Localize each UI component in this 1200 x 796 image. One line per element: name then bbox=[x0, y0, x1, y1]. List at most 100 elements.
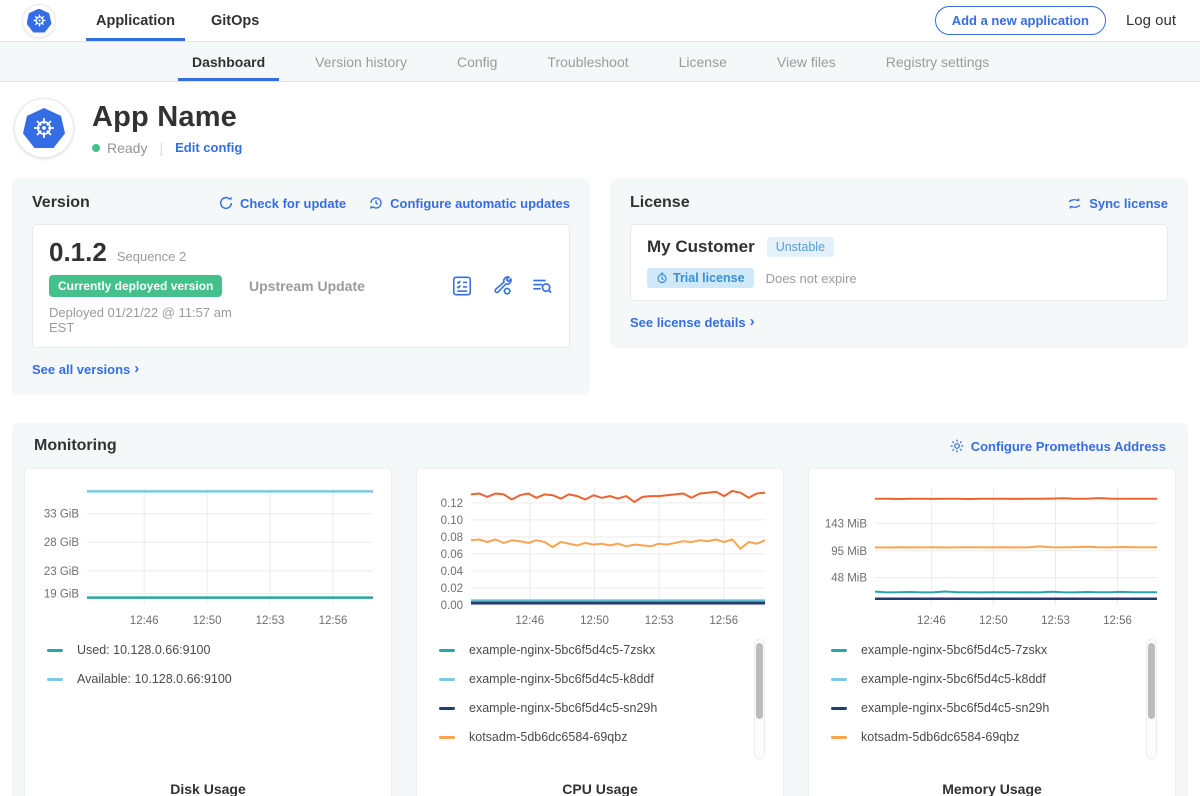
version-card-title: Version bbox=[32, 194, 90, 212]
tab-version-history[interactable]: Version history bbox=[301, 42, 421, 81]
tab-label: License bbox=[679, 54, 727, 70]
svg-text:12:53: 12:53 bbox=[1041, 615, 1070, 627]
license-card: License Sync license My Customer Unstabl… bbox=[610, 178, 1188, 348]
version-number: 0.1.2 bbox=[49, 237, 107, 268]
disk-usage-legend: Used: 10.128.0.66:9100 Available: 10.128.… bbox=[37, 637, 379, 765]
kubernetes-logo-circle bbox=[22, 4, 56, 38]
top-nav-label-gitops: GitOps bbox=[211, 13, 259, 29]
license-expiry: Does not expire bbox=[766, 271, 857, 286]
license-customer-row: My Customer Unstable bbox=[647, 237, 1151, 257]
see-license-details-link[interactable]: See license details › bbox=[630, 314, 755, 331]
legend-label: example-nginx-5bc6f5d4c5-k8ddf bbox=[469, 672, 654, 686]
cpu-usage-chart: 0.000.020.040.060.080.100.1212:4612:5012… bbox=[429, 479, 773, 631]
view-logs-button[interactable] bbox=[531, 275, 553, 297]
app-status-row: Ready | Edit config bbox=[92, 140, 242, 156]
tab-license[interactable]: License bbox=[665, 42, 741, 81]
top-nav-items: Application GitOps bbox=[86, 0, 935, 41]
logs-search-icon bbox=[531, 275, 553, 297]
current-version-row: 0.1.2 Sequence 2 Currently deployed vers… bbox=[32, 224, 570, 348]
legend-scrollbar-track[interactable] bbox=[754, 639, 765, 759]
tab-label: Registry settings bbox=[886, 54, 989, 70]
legend-label: example-nginx-5bc6f5d4c5-7zskx bbox=[861, 643, 1047, 657]
tab-view-files[interactable]: View files bbox=[763, 42, 850, 81]
legend-scrollbar-thumb[interactable] bbox=[756, 643, 763, 719]
status-badge: Ready bbox=[107, 140, 147, 156]
legend-color-dash bbox=[439, 707, 455, 710]
app-title-block: App Name Ready | Edit config bbox=[92, 101, 242, 156]
legend-item: example-nginx-5bc6f5d4c5-sn29h bbox=[439, 701, 767, 715]
see-license-details-label: See license details bbox=[630, 315, 746, 330]
legend-color-dash bbox=[47, 678, 63, 681]
legend-item: example-nginx-5bc6f5d4c5-7zskx bbox=[831, 643, 1159, 657]
license-card-header: License Sync license bbox=[630, 194, 1168, 212]
license-card-title: License bbox=[630, 194, 690, 212]
edit-config-icon-button[interactable] bbox=[491, 275, 513, 297]
customer-name: My Customer bbox=[647, 237, 755, 257]
see-all-versions-link[interactable]: See all versions › bbox=[32, 361, 139, 378]
page-title: App Name bbox=[92, 101, 242, 134]
legend-color-dash bbox=[831, 736, 847, 739]
legend-item: Used: 10.128.0.66:9100 bbox=[47, 643, 375, 657]
svg-text:48 MiB: 48 MiB bbox=[831, 573, 867, 585]
legend-label: example-nginx-5bc6f5d4c5-7zskx bbox=[469, 643, 655, 657]
configure-automatic-updates-link[interactable]: Configure automatic updates bbox=[368, 195, 570, 211]
trial-license-label: Trial license bbox=[673, 271, 745, 285]
app-tab-bar: Dashboard Version history Config Trouble… bbox=[0, 42, 1200, 82]
tab-troubleshoot[interactable]: Troubleshoot bbox=[533, 42, 642, 81]
sync-arrows-icon bbox=[1066, 196, 1083, 211]
svg-text:0.06: 0.06 bbox=[441, 549, 463, 561]
legend-label: example-nginx-5bc6f5d4c5-sn29h bbox=[469, 701, 657, 715]
configure-prometheus-link[interactable]: Configure Prometheus Address bbox=[949, 438, 1166, 454]
top-nav-right: Add a new application Log out bbox=[935, 0, 1176, 41]
logout-button[interactable]: Log out bbox=[1126, 12, 1176, 29]
memory-usage-chart: 48 MiB95 MiB143 MiB12:4612:5012:5312:56 bbox=[821, 479, 1165, 631]
svg-text:12:56: 12:56 bbox=[709, 615, 738, 627]
preflight-checks-button[interactable] bbox=[451, 275, 473, 297]
chevron-right-icon: › bbox=[134, 360, 139, 377]
license-details-card: My Customer Unstable Trial license Does … bbox=[630, 224, 1168, 301]
add-new-application-button[interactable]: Add a new application bbox=[935, 6, 1106, 35]
legend-color-dash bbox=[831, 649, 847, 652]
svg-text:33 GiB: 33 GiB bbox=[44, 509, 79, 521]
legend-item: example-nginx-5bc6f5d4c5-k8ddf bbox=[439, 672, 767, 686]
configure-prometheus-label: Configure Prometheus Address bbox=[971, 439, 1166, 454]
cards-row: Version Check for update Configure autom… bbox=[0, 178, 1200, 395]
tab-config[interactable]: Config bbox=[443, 42, 511, 81]
edit-config-link[interactable]: Edit config bbox=[175, 140, 242, 155]
divider: | bbox=[159, 140, 163, 156]
svg-text:23 GiB: 23 GiB bbox=[44, 566, 79, 578]
check-for-update-link[interactable]: Check for update bbox=[218, 195, 346, 211]
svg-text:12:50: 12:50 bbox=[193, 615, 222, 627]
tab-label: View files bbox=[777, 54, 836, 70]
check-for-update-label: Check for update bbox=[240, 196, 346, 211]
legend-scrollbar-thumb[interactable] bbox=[1148, 643, 1155, 719]
svg-text:12:56: 12:56 bbox=[1103, 615, 1132, 627]
see-all-versions-label: See all versions bbox=[32, 362, 130, 377]
chart-title: Disk Usage bbox=[37, 781, 379, 796]
kubernetes-heptagon bbox=[23, 108, 65, 148]
top-nav-item-gitops[interactable]: GitOps bbox=[201, 0, 269, 41]
svg-text:0.02: 0.02 bbox=[441, 583, 463, 595]
sync-license-link[interactable]: Sync license bbox=[1066, 196, 1168, 211]
disk-usage-chart: 19 GiB23 GiB28 GiB33 GiB12:4612:5012:531… bbox=[37, 479, 381, 631]
chart-title: Memory Usage bbox=[821, 781, 1163, 796]
legend-item: example-nginx-5bc6f5d4c5-k8ddf bbox=[831, 672, 1159, 686]
tab-label: Troubleshoot bbox=[547, 54, 628, 70]
legend-item: example-nginx-5bc6f5d4c5-7zskx bbox=[439, 643, 767, 657]
trial-license-badge: Trial license bbox=[647, 268, 754, 288]
tab-dashboard[interactable]: Dashboard bbox=[178, 42, 279, 81]
tab-registry-settings[interactable]: Registry settings bbox=[872, 42, 1003, 81]
svg-text:12:50: 12:50 bbox=[580, 615, 609, 627]
legend-scrollbar-track[interactable] bbox=[1146, 639, 1157, 759]
top-navbar: Application GitOps Add a new application… bbox=[0, 0, 1200, 42]
charts-row: 19 GiB23 GiB28 GiB33 GiB12:4612:5012:531… bbox=[24, 468, 1176, 796]
kubernetes-logo[interactable] bbox=[22, 0, 56, 41]
disk-usage-chart-card: 19 GiB23 GiB28 GiB33 GiB12:4612:5012:531… bbox=[24, 468, 392, 796]
legend-item: Available: 10.128.0.66:9100 bbox=[47, 672, 375, 686]
memory-usage-chart-card: 48 MiB95 MiB143 MiB12:4612:5012:5312:56 … bbox=[808, 468, 1176, 796]
version-action-icons bbox=[451, 275, 553, 297]
channel-badge: Unstable bbox=[767, 237, 834, 257]
legend-label: example-nginx-5bc6f5d4c5-k8ddf bbox=[861, 672, 1046, 686]
top-nav-item-application[interactable]: Application bbox=[86, 0, 185, 41]
tab-label: Dashboard bbox=[192, 54, 265, 70]
